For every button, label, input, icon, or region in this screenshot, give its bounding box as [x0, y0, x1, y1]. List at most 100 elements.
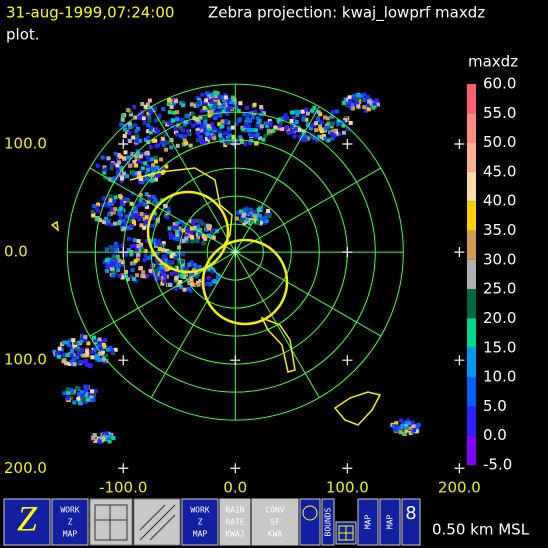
echo: [221, 109, 226, 114]
echo: [71, 357, 76, 362]
echo: [150, 163, 155, 168]
echo: [197, 264, 202, 269]
echo: [106, 261, 111, 266]
colorbar-label: -5.0: [483, 456, 512, 474]
echo: [77, 348, 82, 353]
toolbar-button[interactable]: WORK Z MAP: [181, 498, 219, 546]
echo: [109, 162, 114, 167]
echo: [130, 261, 135, 266]
echo: [256, 207, 261, 212]
button-label: KWA: [268, 530, 283, 539]
echo: [157, 172, 162, 177]
echo: [105, 219, 110, 224]
echo: [108, 194, 113, 199]
echo: [143, 161, 148, 166]
echo: [165, 140, 170, 145]
echo: [162, 139, 167, 144]
echo: [204, 281, 209, 286]
small-button[interactable]: [299, 498, 321, 546]
echo: [147, 213, 152, 218]
toolbar-button[interactable]: MAP: [357, 498, 379, 546]
echo: [83, 400, 88, 405]
icon: [302, 505, 318, 521]
echo: [314, 128, 319, 133]
echo: [259, 105, 264, 110]
radar-icon-button[interactable]: [133, 498, 181, 546]
echo: [131, 277, 136, 282]
azimuth-spoke: [235, 251, 382, 337]
toolbar-button[interactable]: MAP: [379, 498, 401, 546]
echo: [90, 350, 95, 355]
colorbar-label: 40.0: [483, 192, 516, 210]
echo: [261, 111, 266, 116]
echo: [200, 139, 205, 144]
echo: [119, 179, 124, 184]
echo: [304, 107, 309, 112]
toolbar-button[interactable]: RAIN RATE KWAJ: [219, 498, 251, 546]
echo: [345, 97, 350, 102]
echo: [151, 127, 156, 132]
echo: [357, 98, 362, 103]
echo: [234, 105, 239, 110]
echo: [268, 129, 273, 134]
grid-cross: [118, 463, 129, 474]
echo: [165, 248, 170, 253]
colorbar-label: 55.0: [483, 104, 516, 122]
echo: [172, 110, 177, 115]
echo: [264, 218, 269, 223]
echo: [290, 110, 295, 115]
echo: [155, 251, 160, 256]
echo: [120, 260, 125, 265]
echo: [352, 93, 357, 98]
button-label: MAP: [386, 515, 395, 530]
grid-button[interactable]: [335, 521, 357, 545]
echo: [170, 225, 175, 230]
toolbar-button[interactable]: WORK Z MAP: [51, 498, 89, 546]
echo: [284, 116, 289, 121]
echo: [201, 241, 206, 246]
echo: [125, 277, 130, 282]
echo: [76, 352, 81, 357]
echo: [142, 225, 147, 230]
echo: [161, 248, 166, 253]
echo: [234, 216, 239, 221]
echo: [155, 241, 160, 246]
echo: [101, 219, 106, 224]
echo: [153, 272, 158, 277]
echo: [252, 133, 257, 138]
echo: [157, 269, 162, 274]
echo: [133, 210, 138, 215]
echo: [365, 94, 370, 99]
map-icon-button[interactable]: [89, 498, 133, 546]
echo: [119, 202, 124, 207]
echo: [211, 279, 216, 284]
echo: [140, 247, 145, 252]
echo: [224, 140, 229, 145]
echo: [83, 392, 88, 397]
loop-button[interactable]: 8: [401, 498, 421, 546]
echo: [138, 112, 143, 117]
echo: [197, 231, 202, 236]
echo: [147, 118, 152, 123]
toolbar: Z 8 0.50 km MSL WORK Z MAP WORK Z MAP RAIN RATE…: [0, 496, 548, 548]
azimuth-spoke: [234, 251, 320, 398]
echo: [122, 127, 127, 132]
echo: [189, 226, 194, 231]
echo: [96, 343, 101, 348]
echo: [125, 130, 130, 135]
echo: [111, 210, 116, 215]
echo: [113, 207, 118, 212]
echo: [196, 224, 201, 229]
echo: [180, 220, 185, 225]
echo: [318, 127, 323, 132]
echo: [236, 210, 241, 215]
echo: [167, 226, 172, 231]
echo: [189, 102, 194, 107]
toolbar-button[interactable]: CONV SF KWA: [251, 498, 299, 546]
zebra-button[interactable]: Z: [3, 498, 51, 546]
echo: [394, 421, 399, 426]
echo: [109, 263, 114, 268]
echo: [137, 217, 142, 222]
toolbar-button[interactable]: BOUNDS: [321, 498, 335, 546]
echo: [286, 128, 291, 133]
